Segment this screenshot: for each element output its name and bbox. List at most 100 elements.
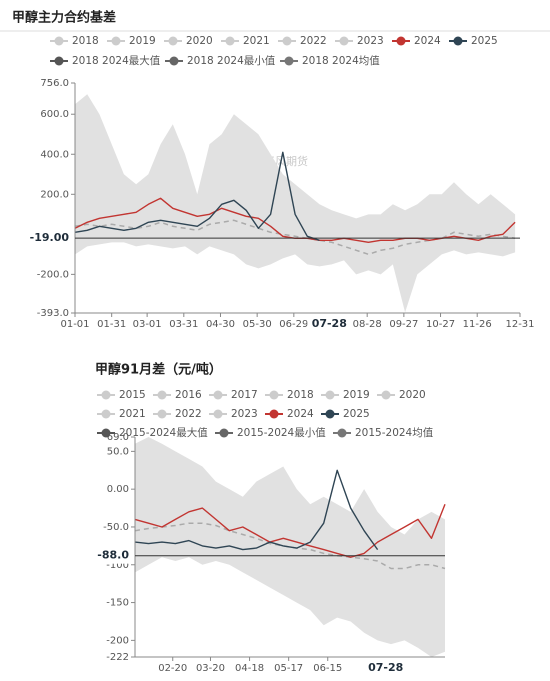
- legend-marker: [339, 36, 349, 46]
- legend-item: 2018 2024最大值: [50, 54, 161, 67]
- legend-marker: [396, 36, 406, 46]
- legend-item: 2025: [321, 408, 370, 420]
- legend-label: 2018: [287, 389, 314, 401]
- x-tick-label: 06-15: [313, 663, 342, 674]
- legend-label: 2024: [414, 35, 441, 47]
- legend-item: 2025: [449, 35, 498, 47]
- x-tick-label: 08-28: [353, 319, 382, 330]
- y-tick-label: -50.0: [103, 522, 129, 533]
- y-tick-label: -200.0: [37, 269, 69, 280]
- legend-item: 2023: [335, 35, 384, 47]
- legend-marker: [54, 36, 64, 46]
- legend-item: 2021: [221, 35, 270, 47]
- legend-marker: [381, 390, 391, 400]
- legend-item: 2024: [392, 35, 441, 47]
- legend-item: 2020: [164, 35, 213, 47]
- crosshair-y-box: [29, 230, 73, 247]
- x-tick-label: 03-20: [196, 663, 225, 674]
- crosshair-y-label: -19.00: [30, 231, 70, 244]
- x-tick-label: 06-29: [279, 319, 308, 330]
- y-tick-label: -100: [106, 560, 129, 571]
- y-tick-label: 400.0: [40, 149, 69, 160]
- legend-marker: [337, 428, 347, 438]
- legend-label: 2022: [175, 408, 202, 420]
- x-tick-label: 04-18: [235, 663, 264, 674]
- y-tick-label: 0.00: [107, 484, 129, 495]
- crosshair-x-label: 07-28: [368, 661, 403, 674]
- legend-item: 2021: [97, 408, 146, 420]
- y-tick-label: -393.0: [37, 308, 69, 319]
- legend-label: 2017: [231, 389, 258, 401]
- legend-label: 2025: [471, 35, 498, 47]
- series-line: [134, 504, 446, 558]
- legend-marker: [325, 390, 335, 400]
- x-tick-label: 04-30: [206, 319, 235, 330]
- legend-label: 2016: [175, 389, 202, 401]
- series-line: [134, 522, 446, 570]
- range-band: [75, 94, 516, 313]
- legend-marker: [101, 390, 111, 400]
- legend-marker: [213, 409, 223, 419]
- legend-marker: [101, 428, 111, 438]
- x-tick-label: 03-01: [133, 319, 162, 330]
- x-tick-label: 09-27: [389, 319, 418, 330]
- legend-marker: [157, 409, 167, 419]
- legend-label: 2019: [343, 389, 370, 401]
- legend-item: 2022: [278, 35, 327, 47]
- crosshair-x-label: 07-28: [312, 317, 347, 330]
- legend-label: 2023: [231, 408, 258, 420]
- legend-item: 2018 2024均值: [280, 54, 380, 67]
- legend-marker: [269, 409, 279, 419]
- legend-item: 2020: [377, 389, 426, 401]
- legend-label: 2018 2024最小值: [187, 54, 276, 67]
- y-tick-label: 50.0: [107, 446, 129, 457]
- x-tick-label: 11-26: [463, 319, 492, 330]
- legend-label: 2019: [129, 35, 156, 47]
- series-line: [134, 469, 379, 551]
- y-tick-label: -222: [106, 652, 129, 663]
- legend-item: 2015: [97, 389, 146, 401]
- legend-label: 2020: [399, 389, 426, 401]
- y-tick-label: 69.0: [107, 432, 129, 443]
- crosshair-x-box: [307, 316, 352, 332]
- legend-item: 2015-2024均值: [333, 426, 434, 439]
- legend-item: 2022: [153, 408, 202, 420]
- x-tick-label: 01-01: [60, 319, 89, 330]
- legend-label: 2015: [119, 389, 146, 401]
- legend-marker: [168, 36, 178, 46]
- legend-label: 2025: [343, 408, 370, 420]
- legend-item: 2024: [265, 408, 314, 420]
- legend-label: 2021: [243, 35, 270, 47]
- x-tick-label: 05-30: [243, 319, 272, 330]
- x-tick-label: 03-31: [169, 319, 198, 330]
- chart: 甲醇91月差（元/吨） 2015 2016 2017 2018 2019 2020 2021 2…: [89, 362, 446, 676]
- legend-label: 2023: [357, 35, 384, 47]
- legend-label: 2015-2024均值: [355, 426, 434, 439]
- legend-marker: [157, 390, 167, 400]
- legend-marker: [213, 390, 223, 400]
- legend-item: 2016: [153, 389, 202, 401]
- legend-marker: [54, 56, 64, 66]
- legend-marker: [101, 409, 111, 419]
- legend-marker: [225, 36, 235, 46]
- legend-item: 2015-2024最小值: [215, 426, 326, 439]
- legend-item: 2019: [107, 35, 156, 47]
- legend-label: 2021: [119, 408, 146, 420]
- legend-item: 2023: [209, 408, 258, 420]
- legend-label: 2022: [300, 35, 327, 47]
- crosshair-y-label: -88.0: [97, 549, 129, 562]
- legend-label: 2018 2024最大值: [72, 54, 161, 67]
- legend-item: 2018: [50, 35, 99, 47]
- legend-marker: [111, 36, 121, 46]
- legend-item: 2018 2024最小值: [165, 54, 276, 67]
- legend-label: 2015-2024最大值: [119, 426, 208, 439]
- x-tick-label: 01-31: [97, 319, 126, 330]
- y-tick-label: 200.0: [40, 189, 69, 200]
- legend-item: 2017: [209, 389, 258, 401]
- legend-item: 2019: [321, 389, 370, 401]
- x-tick-label: 02-20: [158, 663, 187, 674]
- crosshair-y-box: [89, 547, 133, 564]
- legend-label: 2018: [72, 35, 99, 47]
- series-line: [74, 151, 320, 241]
